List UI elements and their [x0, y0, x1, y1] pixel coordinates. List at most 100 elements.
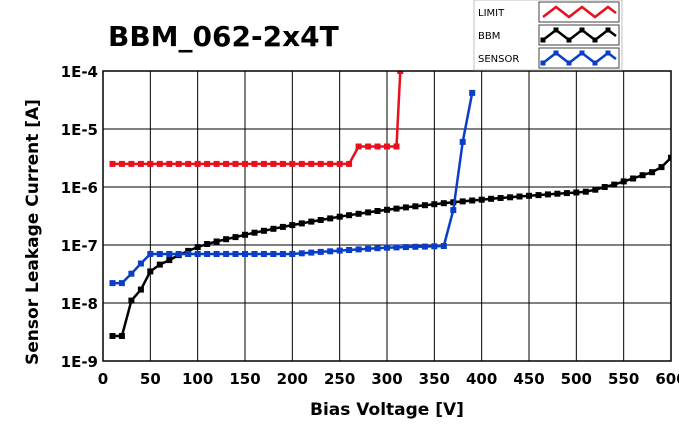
- x-tick-label: 500: [561, 370, 592, 388]
- data-point-limit: [298, 160, 305, 167]
- data-point-bbm: [147, 268, 154, 275]
- data-point-bbm: [497, 195, 504, 201]
- legend-swatch-marker: [579, 27, 585, 33]
- data-point-bbm: [544, 191, 551, 198]
- data-point-limit: [279, 160, 286, 167]
- y-axis-label: Sensor Leakage Current [A]: [23, 99, 43, 365]
- data-point-bbm: [223, 236, 230, 243]
- x-tick-labels: 0 50 100 150 200 250 300 350 400 450 500 550 600: [98, 370, 679, 388]
- data-point-bbm: [298, 220, 305, 227]
- x-tick-label: 50: [140, 370, 161, 388]
- data-point-bbm: [469, 197, 476, 204]
- data-point-limit: [147, 160, 154, 167]
- data-point-limit: [251, 160, 258, 167]
- series-sensor: [109, 89, 476, 287]
- data-point-limit: [336, 160, 343, 167]
- data-point-bbm: [270, 225, 277, 232]
- chart-title: BBM_062-2x4T: [108, 20, 339, 53]
- data-point-limit: [213, 160, 220, 167]
- data-point-bbm: [611, 181, 618, 188]
- data-point-bbm: [582, 188, 589, 195]
- x-tick-label: 300: [371, 370, 402, 388]
- legend-label-bbm: BBM: [478, 31, 500, 42]
- data-point-sensor: [459, 138, 466, 145]
- x-tick-label: 150: [229, 370, 260, 388]
- data-point-limit: [308, 160, 315, 167]
- data-point-bbm: [128, 297, 135, 304]
- data-point-bbm: [535, 192, 542, 199]
- data-point-bbm: [204, 241, 211, 247]
- data-point-sensor: [355, 246, 362, 253]
- data-point-bbm: [317, 217, 324, 223]
- data-point-bbm: [365, 209, 372, 216]
- series-limit: [109, 71, 404, 167]
- data-point-sensor: [384, 244, 390, 251]
- data-point-bbm: [232, 234, 239, 241]
- y-tick-label: 1E-5: [61, 121, 98, 139]
- data-point-limit: [109, 160, 116, 167]
- data-point-sensor: [137, 260, 144, 267]
- data-point-sensor: [213, 251, 220, 257]
- data-point-sensor: [223, 251, 230, 257]
- legend-swatch-box: [538, 47, 620, 69]
- data-point-sensor: [440, 243, 447, 249]
- data-point-limit: [397, 71, 404, 74]
- data-point-limit: [118, 160, 125, 167]
- data-point-sensor: [270, 251, 277, 257]
- x-tick-label: 600: [655, 370, 679, 388]
- y-tick-label: 1E-8: [61, 295, 98, 313]
- plot-frame: [102, 70, 672, 362]
- data-point-bbm: [194, 244, 201, 251]
- data-point-bbm: [346, 212, 353, 219]
- data-point-bbm: [488, 195, 495, 202]
- data-point-bbm: [563, 190, 570, 197]
- data-point-limit: [374, 143, 381, 150]
- data-point-sensor: [402, 244, 409, 251]
- data-point-sensor: [365, 245, 372, 252]
- data-point-bbm: [601, 184, 608, 190]
- data-point-sensor: [109, 280, 116, 287]
- data-point-bbm: [507, 194, 514, 201]
- data-point-limit: [384, 143, 390, 150]
- data-point-limit: [327, 160, 334, 167]
- data-point-bbm: [260, 227, 267, 234]
- data-point-limit: [242, 160, 248, 167]
- data-point-sensor: [421, 243, 428, 250]
- data-point-sensor: [412, 243, 419, 250]
- legend-swatch-line-limit: [542, 5, 617, 19]
- data-point-limit: [166, 160, 173, 167]
- data-point-limit: [156, 160, 163, 167]
- x-tick-label: 200: [277, 370, 308, 388]
- legend-swatch-marker: [566, 60, 572, 66]
- data-point-bbm: [289, 222, 296, 229]
- data-point-sensor: [251, 251, 258, 257]
- data-point-sensor: [175, 251, 182, 257]
- data-point-bbm: [336, 213, 343, 220]
- data-point-sensor: [194, 251, 201, 257]
- data-point-sensor: [204, 251, 211, 257]
- data-point-bbm: [592, 186, 599, 193]
- data-point-bbm: [156, 261, 163, 268]
- data-point-limit: [393, 143, 400, 150]
- data-point-sensor: [260, 251, 267, 257]
- data-point-limit: [270, 160, 277, 167]
- y-tick-labels: 1E-9 1E-8 1E-7 1E-6 1E-5 1E-4: [61, 63, 98, 371]
- data-point-bbm: [412, 203, 419, 210]
- data-point-bbm: [421, 202, 428, 209]
- data-point-sensor: [147, 251, 154, 257]
- data-point-limit: [365, 143, 372, 150]
- data-point-bbm: [516, 193, 523, 200]
- legend-swatch-marker: [605, 27, 611, 33]
- legend: LIMIT BBM SENSOR: [473, 0, 623, 71]
- data-point-limit: [289, 160, 296, 167]
- data-point-limit: [355, 143, 362, 150]
- data-point-sensor: [469, 89, 476, 96]
- legend-swatch-marker: [592, 37, 598, 43]
- data-point-limit: [204, 160, 211, 167]
- data-point-bbm: [478, 196, 485, 203]
- data-point-bbm: [630, 175, 637, 182]
- legend-swatch-marker: [540, 60, 546, 66]
- data-point-bbm: [166, 257, 173, 264]
- legend-swatch-marker: [566, 37, 572, 43]
